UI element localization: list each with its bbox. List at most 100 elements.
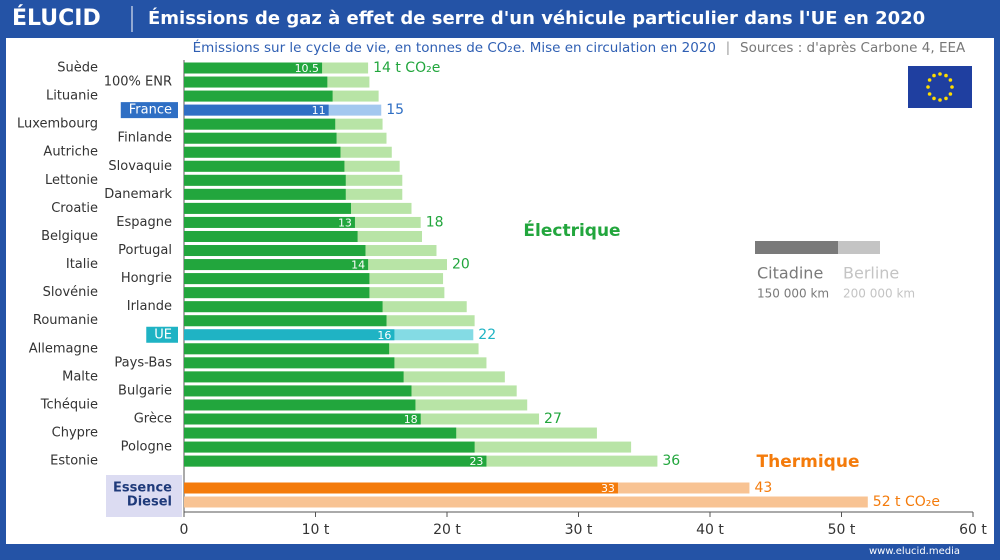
bar-citadine bbox=[184, 104, 329, 116]
bar-citadine bbox=[184, 441, 475, 453]
bar-citadine bbox=[184, 245, 366, 257]
category-label: Finlande bbox=[118, 131, 172, 146]
group-label: Électrique bbox=[523, 219, 620, 241]
category-label: Bulgarie bbox=[118, 383, 172, 398]
value-label: 18 bbox=[404, 413, 418, 426]
category-label: Grèce bbox=[134, 412, 172, 427]
category-label: Lettonie bbox=[45, 173, 98, 188]
category-label: Irlande bbox=[127, 299, 172, 314]
category-label: Pologne bbox=[121, 440, 172, 455]
value-label: 36 bbox=[662, 453, 680, 469]
value-label: 52 t CO₂e bbox=[873, 494, 940, 510]
bar-citadine bbox=[184, 230, 358, 242]
value-label: 16 bbox=[377, 329, 391, 342]
x-tick-label: 10 t bbox=[302, 522, 330, 538]
category-label: Danemark bbox=[104, 187, 172, 202]
bar-citadine bbox=[184, 259, 369, 271]
legend-label: Citadine bbox=[757, 264, 823, 283]
bar-citadine bbox=[184, 273, 370, 285]
legend-swatch bbox=[755, 241, 838, 254]
group-label: Thermique bbox=[757, 452, 860, 472]
eu-flag bbox=[908, 66, 972, 108]
bar-citadine bbox=[184, 385, 412, 397]
value-label: 27 bbox=[544, 411, 562, 427]
x-tick-label: 20 t bbox=[433, 522, 461, 538]
category-label: Slovénie bbox=[43, 285, 98, 300]
category-label: Belgique bbox=[41, 229, 98, 244]
category-label: Tchéquie bbox=[40, 397, 98, 412]
value-label: 43 bbox=[754, 480, 772, 496]
category-highlight bbox=[120, 102, 178, 119]
bar-citadine bbox=[184, 329, 395, 341]
value-label: 13 bbox=[338, 216, 352, 229]
x-tick-label: 60 t bbox=[959, 522, 987, 538]
source: Sources : d'après Carbone 4, EEA bbox=[740, 40, 966, 56]
bar-citadine bbox=[184, 216, 355, 228]
bar-citadine bbox=[184, 482, 618, 494]
value-label: 14 bbox=[351, 259, 365, 272]
category-label: Suède bbox=[57, 61, 98, 76]
category-label: Pays-Bas bbox=[114, 355, 172, 370]
separator: | bbox=[726, 41, 730, 56]
value-label: 10.5 bbox=[295, 62, 320, 75]
bar-citadine bbox=[184, 202, 352, 214]
category-label: Essence bbox=[113, 481, 172, 496]
category-label: Autriche bbox=[43, 145, 98, 160]
legend-note: 150 000 km bbox=[757, 287, 829, 301]
value-label: 22 bbox=[478, 327, 496, 343]
value-label: 14 t CO₂e bbox=[373, 60, 440, 76]
category-highlight bbox=[146, 326, 178, 343]
value-label: 11 bbox=[312, 104, 326, 117]
category-label: 100% ENR bbox=[104, 75, 172, 90]
x-tick-label: 50 t bbox=[828, 522, 856, 538]
bar-citadine bbox=[184, 174, 346, 186]
category-label: Luxembourg bbox=[17, 117, 98, 132]
bar-berline bbox=[184, 496, 868, 508]
legend-label: Berline bbox=[843, 264, 899, 283]
bar-citadine bbox=[184, 371, 404, 383]
chart-title: Émissions de gaz à effet de serre d'un v… bbox=[148, 7, 925, 29]
category-label: Italie bbox=[66, 257, 98, 272]
category-label: Hongrie bbox=[121, 271, 172, 286]
bar-citadine bbox=[184, 427, 457, 439]
category-label: Allemagne bbox=[29, 341, 98, 356]
category-label: Diesel bbox=[127, 495, 172, 510]
bar-citadine bbox=[184, 301, 383, 313]
legend-note: 200 000 km bbox=[843, 287, 915, 301]
category-label: UE bbox=[154, 327, 172, 342]
value-label: 23 bbox=[469, 455, 483, 468]
brand: ÉLUCID bbox=[12, 5, 101, 31]
category-label: Estonie bbox=[50, 454, 98, 469]
thermal-label-box bbox=[106, 475, 182, 517]
category-label: Malte bbox=[62, 369, 98, 384]
bar-citadine bbox=[184, 188, 346, 200]
bar-citadine bbox=[184, 455, 487, 467]
bar-citadine bbox=[184, 146, 341, 158]
bar-citadine bbox=[184, 287, 370, 299]
category-label: Slovaquie bbox=[108, 159, 172, 174]
x-tick-label: 30 t bbox=[565, 522, 593, 538]
bar-citadine bbox=[184, 90, 333, 102]
x-tick-label: 0 bbox=[180, 522, 189, 538]
category-label: Espagne bbox=[116, 215, 172, 230]
category-label: Roumanie bbox=[33, 313, 98, 328]
category-label: Lituanie bbox=[46, 89, 98, 104]
bar-citadine bbox=[184, 118, 336, 130]
value-label: 33 bbox=[601, 482, 615, 495]
bar-citadine bbox=[184, 160, 345, 172]
x-tick-label: 40 t bbox=[696, 522, 724, 538]
flag-stars bbox=[926, 72, 954, 102]
category-label: France bbox=[129, 103, 172, 118]
bar-citadine bbox=[184, 413, 421, 425]
footer: www.elucid.media bbox=[869, 546, 960, 557]
bar-citadine bbox=[184, 315, 387, 327]
legend-swatch bbox=[838, 241, 880, 254]
bar-citadine bbox=[184, 357, 395, 369]
bar-citadine bbox=[184, 132, 337, 144]
category-label: Portugal bbox=[118, 243, 172, 258]
bar-citadine bbox=[184, 399, 416, 411]
bar-citadine bbox=[184, 62, 323, 74]
subtitle: Émissions sur le cycle de vie, en tonnes… bbox=[193, 39, 716, 56]
category-label: Chypre bbox=[52, 426, 98, 441]
